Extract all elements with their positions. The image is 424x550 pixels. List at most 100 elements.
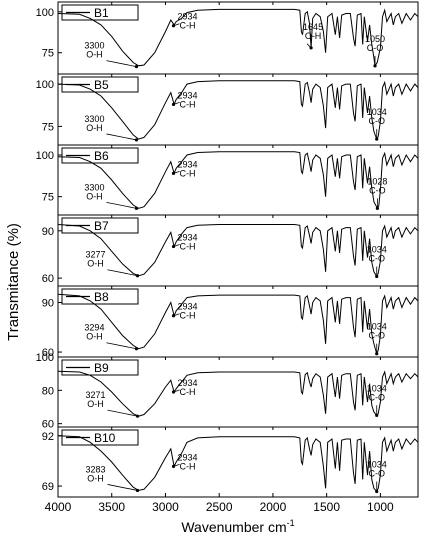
- annotation-number: 1645: [303, 22, 323, 32]
- annotation-number: 1034: [367, 245, 387, 255]
- annotation-arrowhead: [134, 138, 139, 142]
- annotation-number: 1034: [367, 322, 387, 332]
- y-axis-title: Transmitance (%): [5, 223, 22, 341]
- y-tick-label: 90: [42, 226, 54, 238]
- annotation-arrow: [106, 342, 137, 350]
- annotation-arrowhead: [375, 489, 379, 494]
- annotation-group: O-H: [305, 31, 322, 41]
- annotation-group: O-H: [86, 50, 103, 60]
- annotation-group: C-O: [368, 331, 385, 341]
- y-tick-label: 100: [36, 7, 54, 19]
- legend-label: B9: [94, 361, 109, 375]
- annotation-number: 2934: [178, 233, 198, 243]
- annotation-group: C-O: [368, 469, 385, 479]
- legend-box: [61, 359, 139, 376]
- annotation-number: 3271: [86, 390, 106, 400]
- annotation-number: 2934: [178, 90, 198, 100]
- x-tick-label: 3500: [98, 500, 125, 514]
- annotation-arrowhead: [375, 137, 379, 141]
- annotation-arrowhead: [171, 24, 176, 28]
- annotation-number: 1028: [367, 176, 387, 186]
- y-tick-label: 92: [42, 431, 54, 443]
- legend-box: [61, 217, 139, 234]
- annotation-arrowhead: [171, 171, 176, 175]
- annotation-arrowhead: [171, 102, 176, 107]
- x-tick-label: 2000: [260, 500, 287, 514]
- annotation-group: C-H: [180, 242, 196, 252]
- y-tick-label: 60: [42, 347, 54, 359]
- annotation-arrowhead: [134, 347, 139, 351]
- y-tick-label: 80: [42, 385, 54, 397]
- x-tick-label: 3000: [152, 500, 179, 514]
- y-tick-label: 75: [42, 48, 54, 60]
- legend-box: [61, 4, 139, 21]
- annotation-group: C-O: [368, 254, 385, 264]
- y-tick-label: 75: [42, 192, 54, 204]
- annotation-arrow: [107, 484, 138, 491]
- annotation-group: C-H: [180, 99, 196, 109]
- legend-label: B10: [94, 431, 116, 445]
- annotation-group: C-H: [180, 168, 196, 178]
- y-tick-label: 69: [42, 481, 54, 493]
- y-tick-label: 90: [42, 298, 54, 310]
- annotation-group: O-H: [86, 123, 103, 133]
- annotation-group: C-O: [369, 185, 386, 195]
- spectrum-line: [57, 224, 419, 278]
- legend-label: B7: [94, 219, 109, 233]
- spectrum-line: [57, 151, 419, 210]
- annotation-number: 2934: [178, 12, 198, 22]
- annotation-arrow: [107, 269, 138, 277]
- x-axis: 4000 3500 3000 2500 2000 1500 1000: [45, 493, 394, 514]
- x-axis-title-text: Wavenumber cm: [181, 519, 286, 535]
- annotation-number: 3283: [86, 464, 106, 474]
- annotation-arrowhead: [135, 488, 140, 493]
- y-tick-label: 100: [36, 352, 54, 364]
- annotation-group: O-H: [87, 399, 104, 409]
- annotation-arrowhead: [171, 390, 176, 394]
- annotation-arrow: [106, 133, 137, 141]
- annotation-number: 3294: [84, 323, 104, 333]
- annotation-group: O-H: [87, 259, 104, 269]
- spectrum-line: [57, 435, 419, 493]
- annotation-arrowhead: [375, 352, 379, 356]
- annotation-number: 1034: [367, 383, 387, 393]
- annotation-number: 1034: [367, 460, 387, 470]
- y-tick-label: 60: [42, 419, 54, 431]
- annotation-arrow: [106, 201, 137, 209]
- legend-label: B6: [94, 149, 109, 163]
- panel-frame: [57, 426, 419, 498]
- annotation-number: 2934: [178, 452, 198, 462]
- x-tick-label: 1000: [367, 500, 394, 514]
- annotation-group: C-H: [180, 21, 196, 31]
- spectrum-line: [57, 80, 419, 141]
- annotation-number: 3300: [84, 41, 104, 51]
- y-tick-label: 60: [42, 273, 54, 285]
- x-axis-title: Wavenumber cm-1: [181, 518, 294, 535]
- legend-label: B8: [94, 290, 109, 304]
- legend-label: B1: [94, 6, 109, 20]
- annotation-number: 2934: [178, 302, 198, 312]
- annotation-arrowhead: [171, 314, 176, 318]
- annotation-group: C-O: [368, 116, 385, 126]
- annotation-arrowhead: [134, 65, 139, 69]
